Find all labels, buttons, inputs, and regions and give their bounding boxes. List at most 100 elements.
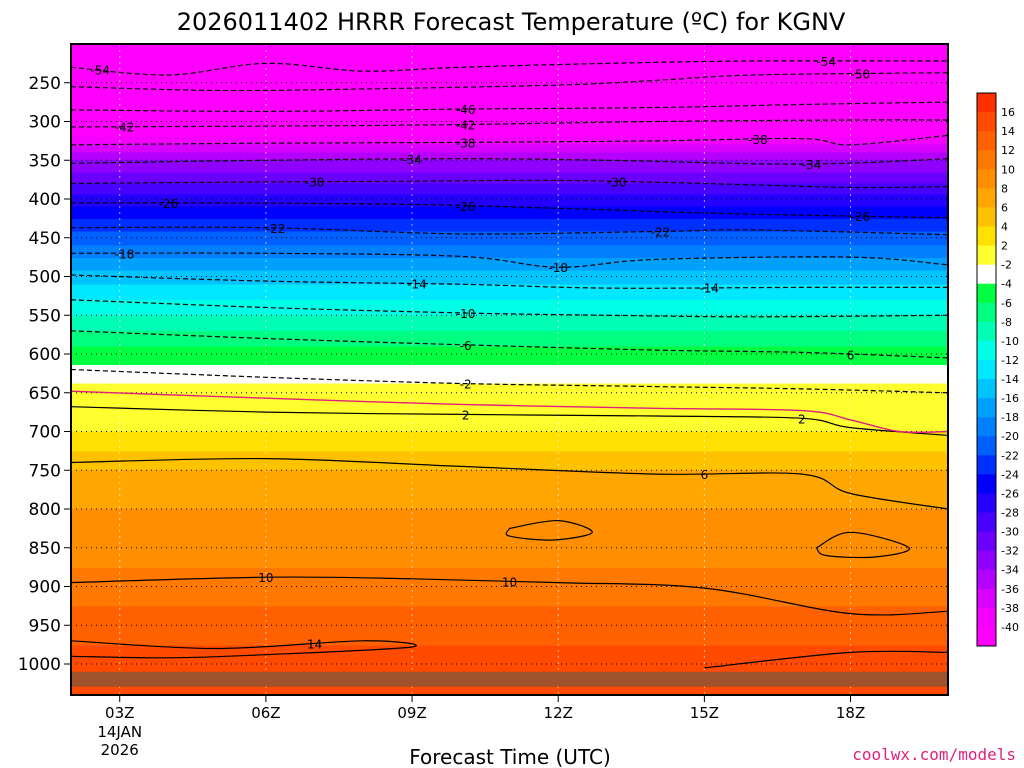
time-axis: 03Z 06Z 09Z 12Z 15Z 18Z	[105, 695, 865, 722]
colorbar-tick-label: -8	[1001, 316, 1012, 329]
colorbar-tick-label: -12	[1001, 354, 1019, 367]
colorbar-swatch	[977, 169, 996, 189]
colorbar-tick-label: -10	[1001, 335, 1019, 348]
plot-area: -54-54-50-46-42 -42-38 -38-34 -34-30 -30-26-…	[71, 44, 948, 695]
isotherm-closed-line	[815, 531, 910, 559]
freezing-line	[71, 390, 948, 434]
colorbar-swatch	[977, 531, 996, 552]
isotherm-line	[71, 457, 948, 510]
isotherm-label: 6	[701, 468, 709, 482]
temperature-field	[71, 44, 948, 695]
colorbar-tick-label: -20	[1001, 430, 1019, 443]
colorbar-tick-label: -2	[1001, 259, 1012, 272]
isotherm-line	[71, 640, 417, 659]
pressure-tick-label: 850	[29, 539, 61, 559]
isotherm-label: 2	[798, 412, 806, 426]
colorbar-swatch	[977, 569, 996, 590]
credit-link[interactable]: coolwx.com/models	[852, 745, 1016, 764]
pressure-tick-label: 450	[29, 229, 61, 249]
isotherm-line	[71, 101, 948, 113]
colorbar-tick-label: 6	[1001, 201, 1008, 214]
colorbar-tick-label: -36	[1001, 583, 1019, 596]
colorbar-swatch	[977, 550, 996, 571]
colorbar-swatch	[977, 226, 996, 247]
isotherm-label: -50	[850, 68, 870, 82]
pressure-axis: 250 300 350 400 450 500 550 600 650 700 750 800 850 9…	[18, 74, 71, 675]
colorbar-tick-label: -34	[1001, 564, 1019, 577]
pressure-tick-label: 800	[29, 500, 61, 520]
isotherm-label: -34	[402, 153, 422, 167]
isotherm-label: 10	[258, 571, 273, 585]
colorbar-swatch	[977, 588, 996, 609]
colorbar-tick-label: -26	[1001, 487, 1019, 500]
pressure-gridlines	[71, 82, 948, 665]
isotherm-line	[71, 576, 948, 616]
isotherm-line	[71, 202, 948, 219]
colorbar-swatch	[977, 474, 996, 494]
isotherm-line	[71, 60, 948, 76]
colorbar-tick-label: -28	[1001, 507, 1019, 520]
isotherm-label: -18	[115, 247, 135, 261]
time-gridlines	[119, 44, 852, 695]
time-tick-label: 15Z	[690, 704, 719, 722]
colorbar-tick-label: 4	[1001, 220, 1008, 233]
isotherm-label: -26	[456, 200, 476, 214]
pressure-tick-label: 900	[29, 578, 61, 598]
colorbar-swatch	[977, 626, 996, 647]
time-tick-label: 03Z	[105, 704, 134, 722]
colorbar-swatch	[977, 455, 996, 475]
pressure-tick-label: 350	[29, 151, 61, 171]
isotherm-label: -22	[651, 225, 671, 239]
isotherm-label: -38	[748, 133, 768, 147]
isotherm-line	[71, 330, 948, 359]
colorbar-tick-label: -18	[1001, 411, 1019, 424]
isotherm-label: 2	[462, 408, 470, 422]
isotherm-label: 10	[502, 575, 517, 589]
colorbar-swatch	[977, 417, 996, 437]
isotherm-line	[71, 72, 948, 92]
isotherm-label: -42	[456, 119, 476, 133]
isotherm-label: -10	[456, 307, 476, 321]
ground-surface	[71, 671, 948, 687]
date-day-label: 14JAN	[97, 723, 142, 741]
colorbar-tick-label: -16	[1001, 392, 1019, 405]
colorbar-tick-label: 14	[1001, 125, 1015, 138]
isotherm-line	[71, 119, 948, 128]
pressure-tick-label: 250	[29, 74, 61, 94]
pressure-tick-label: 650	[29, 384, 61, 404]
colorbar-tick-label: -14	[1001, 373, 1019, 386]
time-tick-label: 12Z	[544, 704, 573, 722]
colorbar-swatch	[977, 359, 996, 380]
isotherm-label: -14	[407, 278, 427, 292]
isotherm-contours: -54-54-50-46-42 -42-38 -38-34 -34-30 -30-26-…	[71, 55, 948, 669]
isotherm-label: -22	[266, 222, 286, 236]
pressure-tick-label: 700	[29, 423, 61, 443]
colorbar-tick-label: -4	[1001, 278, 1012, 291]
time-tick-label: 09Z	[397, 704, 426, 722]
isotherm-line	[71, 158, 948, 165]
colorbar-frame	[976, 92, 997, 647]
isotherm-line	[71, 179, 948, 189]
isotherm-line	[71, 252, 948, 268]
pressure-tick-label: 500	[29, 268, 61, 288]
temperature-colorbar: 16 14 12 10 8 6 4 2 -2 -4 -6 -8 -10 -12 -14 -16 -18 -20 -2…	[976, 92, 1019, 647]
isotherm-label: -14	[699, 282, 719, 296]
isotherm-line	[71, 368, 948, 394]
colorbar-swatch	[977, 607, 996, 628]
pressure-tick-label: 950	[29, 616, 61, 636]
isotherm-label: -54	[90, 64, 110, 78]
isotherm-label: -30	[607, 176, 627, 190]
isotherm-closed-line	[505, 519, 593, 541]
isotherm-line	[704, 650, 948, 669]
colorbar-tick-label: -32	[1001, 545, 1019, 558]
colorbar-tick-label: -40	[1001, 621, 1019, 634]
colorbar-tick-label: -38	[1001, 602, 1019, 615]
isotherm-label: -30	[305, 176, 325, 190]
isotherm-label: -26	[159, 197, 179, 211]
colorbar-swatch	[977, 340, 996, 361]
colorbar-swatch	[977, 188, 996, 208]
pressure-tick-label: 400	[29, 190, 61, 210]
colorbar-swatch	[977, 302, 996, 323]
colorbar-swatch	[977, 93, 996, 113]
